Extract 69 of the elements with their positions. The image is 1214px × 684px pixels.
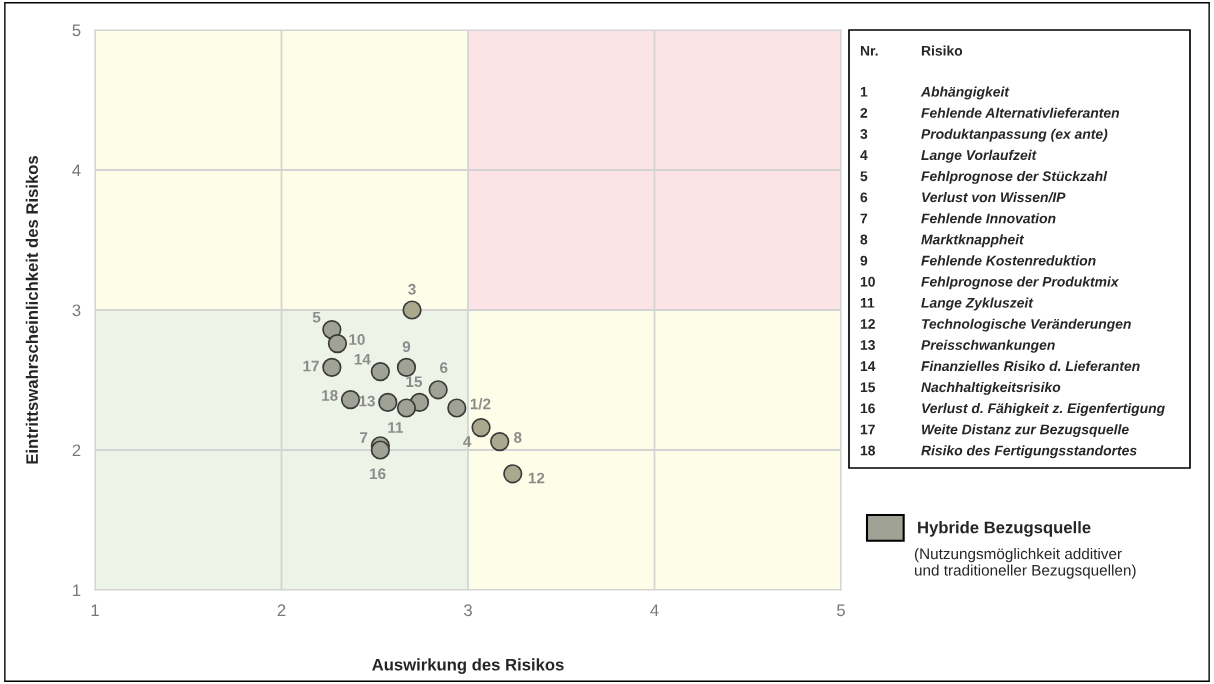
x-tick-label: 4 bbox=[650, 604, 659, 616]
text: 6 bbox=[860, 192, 868, 203]
annotation: 4 bbox=[463, 436, 472, 447]
text: 12 bbox=[860, 318, 875, 329]
y-tick-label: 2 bbox=[72, 444, 81, 457]
text: Nr. bbox=[860, 46, 878, 56]
text: Finanzielles Risiko d. Lieferanten bbox=[921, 360, 1140, 372]
annotation: 14 bbox=[354, 353, 371, 365]
legend-label: Hybride Bezugsquelle bbox=[918, 521, 1091, 537]
annotation: 17 bbox=[303, 360, 319, 372]
x-tick-label: 2 bbox=[277, 604, 286, 616]
y-axis-title: Eintrittswahrscheinlichkeit des Risikos bbox=[25, 155, 38, 464]
y-tick-label: 3 bbox=[72, 304, 81, 317]
text: 4 bbox=[860, 150, 868, 160]
text: 3 bbox=[860, 129, 868, 139]
text: 8 bbox=[860, 234, 868, 245]
annotation: 10 bbox=[349, 334, 365, 345]
y-tick-label: 5 bbox=[72, 24, 81, 37]
text: 15 bbox=[860, 382, 876, 393]
text: Verlust von Wissen/IP bbox=[922, 192, 1066, 203]
text: Fehlende Alternativlieferanten bbox=[921, 107, 1120, 118]
annotation: 15 bbox=[406, 376, 423, 388]
annotation: 3 bbox=[408, 283, 416, 295]
annotation: 13 bbox=[359, 395, 375, 407]
text: 18 bbox=[860, 445, 876, 456]
annotation: 12 bbox=[528, 472, 545, 484]
annotation: 16 bbox=[370, 468, 386, 480]
x-axis-title: Auswirkung des Risikos bbox=[372, 658, 564, 674]
text: 1 bbox=[860, 87, 868, 97]
x-tick-label: 3 bbox=[464, 604, 472, 617]
annotation: 5 bbox=[312, 311, 321, 323]
annotation: 1/2 bbox=[470, 398, 491, 410]
text: Technologische Veränderungen bbox=[921, 318, 1131, 332]
text: 7 bbox=[860, 213, 868, 224]
text: 13 bbox=[860, 340, 875, 350]
text: Lange Zykluszeit bbox=[921, 297, 1034, 311]
annotation: 8 bbox=[514, 432, 522, 443]
y-tick-label: 1 bbox=[73, 584, 81, 597]
text: Fehlende Kostenreduktion bbox=[921, 255, 1096, 266]
text: Nachhaltigkeitsrisiko bbox=[921, 381, 1061, 395]
text: 14 bbox=[860, 361, 876, 371]
annotation: 18 bbox=[322, 390, 338, 401]
text: Weite Distanz zur Bezugsquelle bbox=[922, 424, 1129, 438]
text: Lange Vorlaufzeit bbox=[921, 149, 1037, 163]
text: Risiko des Fertigungsstandortes bbox=[921, 445, 1137, 459]
x-tick-label: 5 bbox=[837, 604, 845, 617]
text: (Nutzungsmöglichkeit additiver und traditioneller Bezugsquellen) bbox=[914, 548, 1136, 579]
text: Risiko bbox=[921, 45, 963, 56]
text: 16 bbox=[860, 403, 875, 414]
text: Abhängigkeit bbox=[920, 86, 1010, 100]
annotation: 7 bbox=[360, 432, 368, 443]
text: Preisschwankungen bbox=[921, 339, 1055, 353]
text: 10 bbox=[860, 276, 875, 287]
text: Verlust d. Fähigkeit z. Eigenfertigung bbox=[922, 403, 1165, 416]
annotation: 6 bbox=[440, 362, 448, 374]
annotation: 9 bbox=[402, 341, 411, 353]
text: Fehlende Innovation bbox=[921, 213, 1056, 224]
text: Marktknappheit bbox=[921, 234, 1025, 248]
text: 9 bbox=[860, 255, 868, 266]
annotation: 11 bbox=[388, 422, 403, 433]
text: 2 bbox=[860, 107, 868, 118]
x-tick-label: 1 bbox=[91, 604, 99, 616]
text: Fehlprognose der Stückzahl bbox=[921, 170, 1108, 184]
text: Fehlprognose der Produktmix bbox=[921, 276, 1120, 290]
y-tick-label: 4 bbox=[72, 164, 81, 177]
text: 5 bbox=[860, 171, 868, 182]
text: 11 bbox=[860, 298, 875, 308]
text: 17 bbox=[860, 424, 875, 435]
text: Produktanpassung (ex ante) bbox=[921, 128, 1108, 142]
